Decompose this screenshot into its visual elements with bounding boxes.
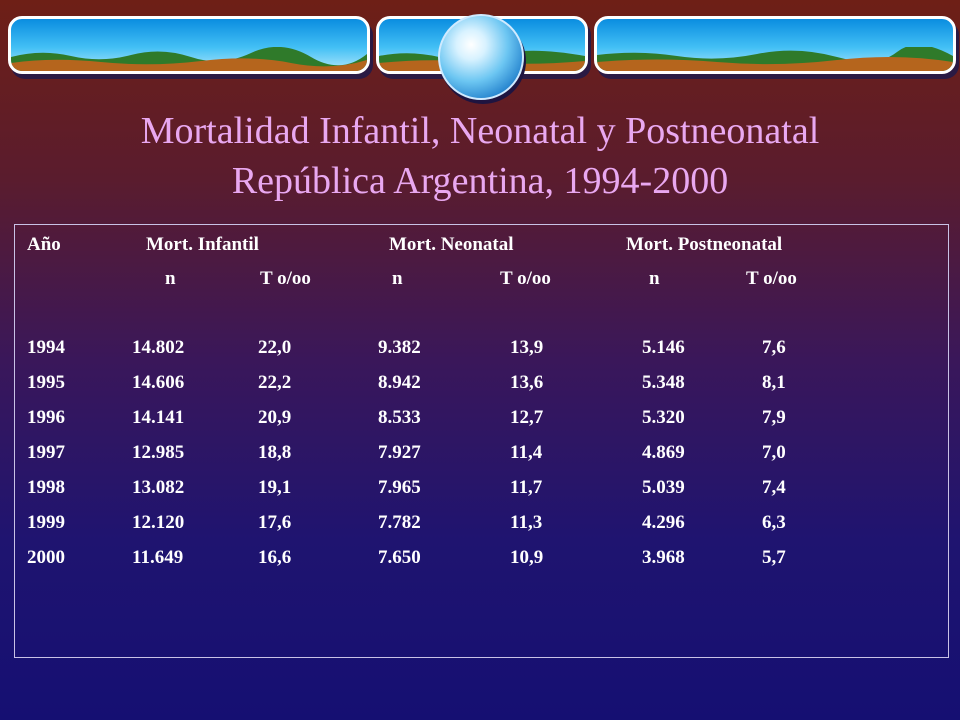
mortality-table: Año Mort. Infantil Mort. Neonatal Mort. … [14, 224, 949, 658]
cell-neonatal-n: 8.533 [378, 407, 421, 428]
cell-year: 1995 [27, 372, 65, 393]
cell-postneonatal-rate: 5,7 [762, 547, 786, 568]
cell-postneonatal-n: 5.039 [642, 477, 685, 498]
cell-infant-n: 13.082 [132, 477, 185, 498]
cell-postneonatal-n: 3.968 [642, 547, 685, 568]
table-row: 1994 14.802 22,0 9.382 13,9 5.146 7,6 [15, 334, 948, 362]
cell-infant-n: 14.606 [132, 372, 185, 393]
cell-year: 1997 [27, 442, 65, 463]
subheader-neonatal-rate: T o/oo [500, 268, 551, 289]
cell-infant-rate: 20,9 [258, 407, 292, 428]
cell-year: 1996 [27, 407, 65, 428]
globe-icon [438, 14, 524, 100]
cell-neonatal-n: 7.782 [378, 512, 421, 533]
subheader-infant-rate: T o/oo [260, 268, 311, 289]
cell-neonatal-n: 7.927 [378, 442, 421, 463]
cell-infant-n: 14.802 [132, 337, 185, 358]
cell-postneonatal-rate: 7,6 [762, 337, 786, 358]
landscape-icon [11, 47, 367, 71]
banner-panel-left [8, 16, 370, 74]
cell-infant-n: 12.120 [132, 512, 185, 533]
cell-year: 1999 [27, 512, 65, 533]
cell-postneonatal-rate: 8,1 [762, 372, 786, 393]
cell-neonatal-n: 7.650 [378, 547, 421, 568]
cell-neonatal-n: 7.965 [378, 477, 421, 498]
cell-infant-rate: 17,6 [258, 512, 292, 533]
table-row: 1996 14.141 20,9 8.533 12,7 5.320 7,9 [15, 404, 948, 432]
subheader-neonatal-n: n [392, 268, 403, 289]
title-line-1: Mortalidad Infantil, Neonatal y Postneon… [140, 110, 820, 152]
cell-postneonatal-n: 5.320 [642, 407, 685, 428]
header-postneonatal: Mort. Postneonatal [626, 234, 783, 255]
cell-neonatal-n: 8.942 [378, 372, 421, 393]
table-row: 2000 11.649 16,6 7.650 10,9 3.968 5,7 [15, 544, 948, 572]
header-neonatal: Mort. Neonatal [389, 234, 514, 255]
cell-infant-rate: 18,8 [258, 442, 292, 463]
banner-panel-right [594, 16, 956, 74]
header-infant: Mort. Infantil [146, 234, 259, 255]
cell-postneonatal-n: 4.869 [642, 442, 685, 463]
group-header-row: Año Mort. Infantil Mort. Neonatal Mort. … [15, 231, 948, 259]
slide-title: Mortalidad Infantil, Neonatal y Postneon… [0, 106, 960, 206]
cell-neonatal-rate: 10,9 [510, 547, 544, 568]
cell-postneonatal-rate: 7,4 [762, 477, 786, 498]
cell-infant-rate: 22,2 [258, 372, 292, 393]
cell-neonatal-rate: 11,4 [510, 442, 543, 463]
table-row: 1998 13.082 19,1 7.965 11,7 5.039 7,4 [15, 474, 948, 502]
table-row: 1999 12.120 17,6 7.782 11,3 4.296 6,3 [15, 509, 948, 537]
cell-postneonatal-rate: 7,0 [762, 442, 786, 463]
cell-neonatal-n: 9.382 [378, 337, 421, 358]
cell-postneonatal-rate: 7,9 [762, 407, 786, 428]
cell-infant-rate: 16,6 [258, 547, 292, 568]
landscape-icon [597, 47, 953, 71]
cell-neonatal-rate: 11,3 [510, 512, 543, 533]
cell-neonatal-rate: 13,9 [510, 337, 544, 358]
cell-postneonatal-n: 5.348 [642, 372, 685, 393]
cell-year: 2000 [27, 547, 65, 568]
cell-neonatal-rate: 13,6 [510, 372, 544, 393]
cell-infant-n: 14.141 [132, 407, 185, 428]
cell-infant-n: 11.649 [132, 547, 184, 568]
cell-neonatal-rate: 12,7 [510, 407, 544, 428]
cell-infant-rate: 22,0 [258, 337, 292, 358]
cell-year: 1994 [27, 337, 65, 358]
header-year: Año [27, 234, 61, 255]
cell-postneonatal-rate: 6,3 [762, 512, 786, 533]
table-row: 1997 12.985 18,8 7.927 11,4 4.869 7,0 [15, 439, 948, 467]
table-row: 1995 14.606 22,2 8.942 13,6 5.348 8,1 [15, 369, 948, 397]
subheader-infant-n: n [165, 268, 176, 289]
subheader-postneonatal-n: n [649, 268, 660, 289]
cell-neonatal-rate: 11,7 [510, 477, 543, 498]
subheader-postneonatal-rate: T o/oo [746, 268, 797, 289]
cell-postneonatal-n: 4.296 [642, 512, 685, 533]
cell-postneonatal-n: 5.146 [642, 337, 685, 358]
cell-infant-rate: 19,1 [258, 477, 292, 498]
title-line-2: República Argentina, 1994-2000 [231, 160, 729, 202]
sub-header-row: n T o/oo n T o/oo n T o/oo [15, 265, 948, 293]
cell-infant-n: 12.985 [132, 442, 185, 463]
cell-year: 1998 [27, 477, 65, 498]
